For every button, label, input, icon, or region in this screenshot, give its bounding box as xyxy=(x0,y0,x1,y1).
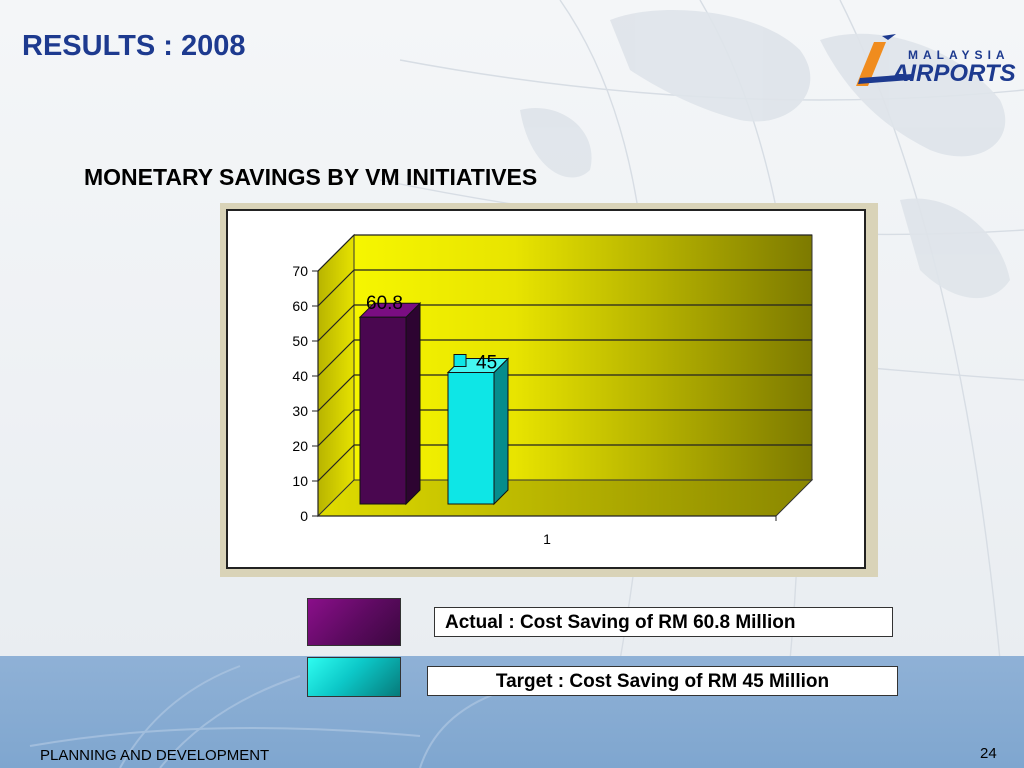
footer-department: PLANNING AND DEVELOPMENT xyxy=(40,747,270,764)
gridline-diag xyxy=(317,339,355,377)
data-label-marker xyxy=(453,354,467,367)
chart-subtitle: MONETARY SAVINGS BY VM INITIATIVES xyxy=(84,164,538,190)
slide-title: RESULTS : 2008 xyxy=(22,30,246,62)
gridline-diag xyxy=(317,304,355,342)
y-tick-label: 40 xyxy=(292,368,308,384)
bar-target-side xyxy=(493,357,509,506)
data-label-actual: 60.8 xyxy=(366,293,403,314)
legend-swatch-actual xyxy=(307,598,401,646)
legend-swatch-target xyxy=(307,657,401,697)
logo-top-text: MALAYSIA xyxy=(908,48,1010,62)
gridline-diag xyxy=(317,409,355,447)
chart-side-wall xyxy=(317,233,355,518)
x-tick-label: 1 xyxy=(543,531,551,547)
chart-back-wall xyxy=(353,234,813,481)
legend-label-actual: Actual : Cost Saving of RM 60.8 Million xyxy=(434,607,893,637)
logo-main-text: AIRPORTS xyxy=(892,60,1016,87)
bar-target: 45 xyxy=(446,353,510,506)
y-tick-label: 50 xyxy=(292,333,308,349)
gridline-diag xyxy=(317,374,355,412)
legend-label-target: Target : Cost Saving of RM 45 Million xyxy=(427,666,898,696)
bar-target-front xyxy=(447,372,495,505)
y-tick-label: 10 xyxy=(292,473,308,489)
bar-actual-front xyxy=(359,316,407,505)
gridline-diag xyxy=(317,269,355,307)
airport-logo-icon xyxy=(856,34,912,86)
bar-chart: 0 10 20 30 40 50 60 70 1 60.8 45 xyxy=(292,233,814,547)
malaysia-airports-logo: MALAYSIA AIRPORTS xyxy=(852,34,1022,94)
y-tick-label: 0 xyxy=(300,508,308,524)
chart-area: 0 10 20 30 40 50 60 70 1 60.8 45 xyxy=(226,209,866,569)
bar-actual-side xyxy=(405,301,421,506)
chart-frame: 0 10 20 30 40 50 60 70 1 60.8 45 xyxy=(220,203,878,577)
data-label-target: 45 xyxy=(476,353,497,374)
page-number: 24 xyxy=(980,745,997,762)
y-tick-label: 20 xyxy=(292,438,308,454)
y-tick-label: 30 xyxy=(292,403,308,419)
y-tick-label: 70 xyxy=(292,263,308,279)
gridline-diag xyxy=(317,444,355,482)
y-tick-label: 60 xyxy=(292,298,308,314)
bar-actual: 60.8 xyxy=(358,293,422,506)
gridline-diag xyxy=(317,234,355,272)
